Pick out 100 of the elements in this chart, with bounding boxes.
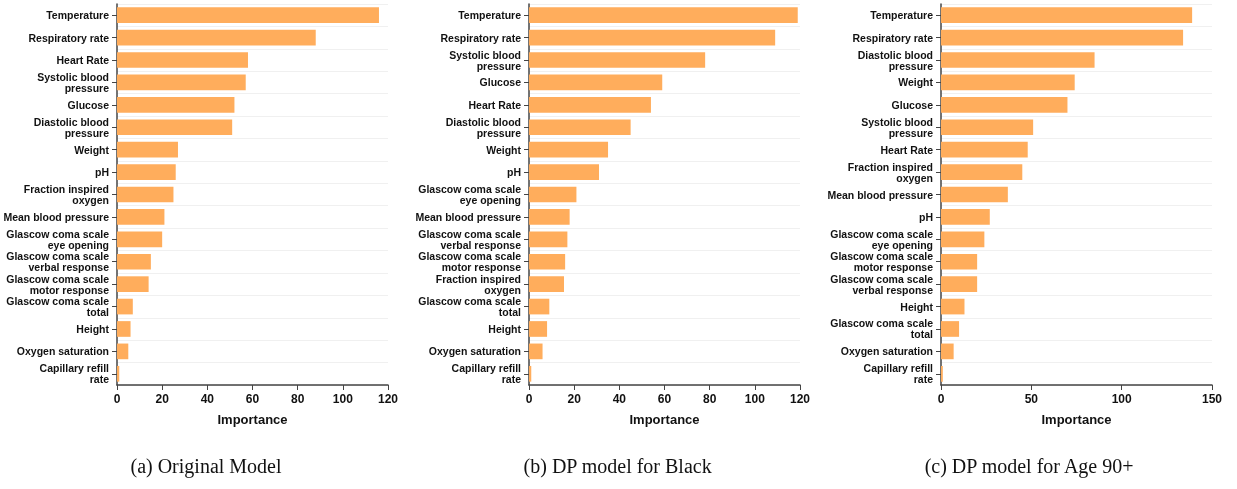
bar: [941, 52, 1095, 68]
y-tick-label: Mean blood pressure: [3, 210, 110, 223]
bar: [529, 209, 570, 225]
y-tick-label: Glascow coma scale eye opening: [418, 183, 522, 206]
bar: [117, 298, 133, 315]
bar: [529, 119, 631, 136]
bar: [529, 231, 568, 248]
bar: [529, 141, 609, 158]
bar: [529, 52, 706, 68]
y-tick-label: Respiratory rate: [440, 31, 522, 44]
bar: [529, 7, 798, 24]
y-tick-label: Heart Rate: [468, 98, 522, 111]
x-tick-label: 100: [1111, 392, 1132, 406]
bar: [117, 164, 176, 180]
bar: [117, 276, 149, 292]
bar: [117, 52, 248, 68]
x-tick-label: 150: [1201, 392, 1223, 406]
y-tick-label: Glucose: [479, 76, 522, 89]
x-tick-label: 0: [525, 392, 533, 406]
bar: [529, 343, 543, 360]
y-tick-label: Glascow coma scale motor response: [418, 250, 522, 274]
bar: [529, 253, 566, 270]
bar: [941, 141, 1028, 158]
y-tick-label: Temperature: [870, 9, 934, 22]
bar: [117, 119, 233, 136]
y-tick-label: Oxygen saturation: [840, 345, 933, 358]
y-tick-label: Glascow coma scale total: [418, 295, 522, 319]
bar: [941, 298, 965, 315]
bar: [941, 186, 1008, 203]
x-tick-label: 20: [567, 392, 582, 406]
bar: [941, 343, 954, 360]
bar: [941, 74, 1075, 91]
y-tick-label: Heart Rate: [880, 143, 934, 156]
y-tick-label: pH: [95, 166, 109, 179]
x-tick-label: 80: [290, 392, 305, 406]
bar: [117, 365, 120, 382]
y-tick-label: Diastolic blood pressure: [445, 115, 522, 139]
y-tick-label: Glascow coma scale motor response: [830, 250, 934, 274]
bar: [117, 253, 151, 270]
y-tick-label: Weight: [74, 143, 110, 156]
x-tick-label: 80: [702, 392, 717, 406]
y-tick-label: Weight: [486, 143, 522, 156]
y-tick-label: Systolic blood pressure: [37, 70, 110, 94]
x-tick-label: 20: [155, 392, 170, 406]
y-tick-label: Oxygen saturation: [428, 345, 521, 358]
x-axis-title: Importance: [1041, 412, 1112, 427]
x-tick-label: 120: [377, 392, 399, 406]
bar: [529, 276, 564, 292]
y-tick-label: Respiratory rate: [28, 31, 110, 44]
text: (b) DP model for Black: [523, 455, 712, 478]
y-tick-label: Systolic blood pressure: [861, 115, 934, 139]
x-axis-title: Importance: [629, 412, 700, 427]
y-tick-label: Glascow coma scale motor response: [6, 272, 110, 296]
x-tick-label: 120: [789, 392, 811, 406]
y-tick-label: Glascow coma scale verbal response: [418, 227, 522, 251]
x-axis-title: Importance: [217, 412, 288, 427]
y-tick-label: Diastolic blood pressure: [857, 48, 934, 72]
bar: [529, 365, 532, 382]
bar: [117, 74, 246, 91]
bar: [117, 7, 379, 24]
y-tick-label: Capillary refill rate: [39, 362, 110, 386]
y-tick-label: Fraction inspired oxygen: [23, 183, 109, 206]
y-tick-label: Respiratory rate: [852, 31, 934, 44]
bar: [529, 74, 663, 91]
y-tick-label: Oxygen saturation: [16, 345, 109, 358]
bar: [117, 343, 129, 360]
bar: [941, 97, 1068, 113]
y-tick-label: Glascow coma scale total: [830, 317, 934, 341]
y-tick-label: Glascow coma scale total: [6, 295, 110, 319]
x-tick-label: 100: [332, 392, 354, 406]
y-tick-label: Heart Rate: [56, 54, 110, 67]
bar: [117, 231, 163, 248]
y-tick-label: Capillary refill rate: [451, 362, 522, 386]
x-tick-label: 60: [657, 392, 672, 406]
bar: [941, 29, 1184, 46]
y-tick-label: Diastolic blood pressure: [33, 115, 110, 139]
y-tick-label: Fraction inspired oxygen: [435, 272, 521, 296]
bar: [529, 164, 600, 180]
y-tick-label: Glascow coma scale verbal response: [6, 250, 110, 274]
bar: [529, 97, 651, 113]
bar: [117, 209, 165, 225]
y-tick-label: Glascow coma scale verbal response: [830, 272, 934, 296]
x-tick-label: 100: [744, 392, 766, 406]
y-tick-label: Mean blood pressure: [827, 188, 934, 201]
x-tick-label: 50: [1024, 392, 1039, 406]
y-tick-label: Temperature: [458, 9, 522, 22]
bar: [117, 97, 235, 113]
text: (a) Original Model: [130, 455, 282, 478]
text: (c) DP model for Age 90+: [924, 455, 1134, 478]
y-tick-label: pH: [507, 166, 521, 179]
bar: [941, 253, 978, 270]
bar: [117, 321, 131, 337]
bar: [941, 119, 1034, 136]
bar: [941, 209, 990, 225]
bar: [941, 164, 1023, 180]
y-tick-label: Height: [76, 322, 110, 335]
y-tick-label: Glucose: [67, 98, 110, 111]
bar: [941, 231, 985, 248]
x-tick-label: 60: [245, 392, 260, 406]
bar: [941, 7, 1193, 24]
